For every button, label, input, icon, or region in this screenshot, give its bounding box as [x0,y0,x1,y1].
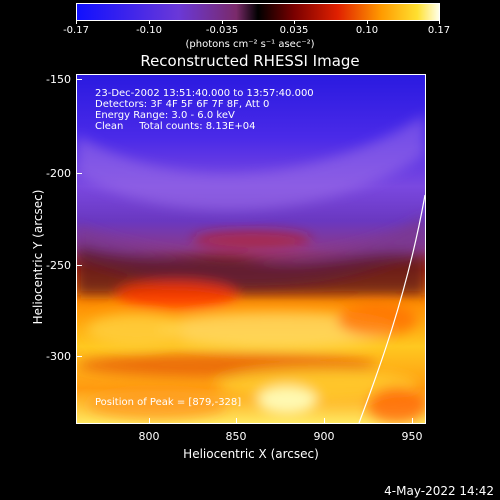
peak-position-label: Position of Peak = [879,-328] [95,397,242,408]
colorbar [76,3,440,21]
colorbar-gradient [77,4,439,20]
y-tick [76,265,82,266]
colorbar-tick-label: 0.17 [427,25,451,36]
x-tick-label: 900 [313,430,335,443]
y-tick-label: -150 [46,73,71,86]
rhessi-image: 23-Dec-2002 13:51:40.000 to 13:57:40.000… [76,74,426,424]
colorbar-tick [439,20,440,24]
y-tick-label: -300 [46,350,71,363]
y-tick [76,356,82,357]
colorbar-tick-label: -0.035 [205,25,239,36]
time-range-label: 23-Dec-2002 13:51:40.000 to 13:57:40.000 [95,88,314,99]
x-tick-label: 850 [225,430,247,443]
x-tick [412,418,413,424]
colorbar-tick-label: 0.035 [279,25,309,36]
x-tick [324,418,325,424]
image-title: Reconstructed RHESSI Image [140,52,360,70]
colorbar-tick-label: -0.10 [136,25,162,36]
colorbar-tick-label: -0.17 [63,25,89,36]
x-tick-label: 800 [138,430,160,443]
colorbar-tick [294,20,295,24]
x-tick [236,418,237,424]
y-tick [76,79,82,80]
y-axis-label: Heliocentric Y (arcsec) [31,189,45,325]
x-axis-label: Heliocentric X (arcsec) [183,447,319,461]
colorbar-units: (photons cm⁻² s⁻¹ asec⁻²) [185,39,315,50]
colorbar-tick [149,20,150,24]
y-tick [76,173,82,174]
rhessi-image-render [77,75,425,423]
x-tick [149,418,150,424]
timestamp: 4-May-2022 14:42 [384,484,494,498]
detectors-label: Detectors: 3F 4F 5F 6F 7F 8F, Att 0 [95,99,270,110]
colorbar-tick [222,20,223,24]
energy-range-label: Energy Range: 3.0 - 6.0 keV [95,110,235,121]
y-tick-label: -250 [46,259,71,272]
x-tick-label: 950 [401,430,423,443]
y-tick-label: -200 [46,167,71,180]
clean-counts-label: Clean Total counts: 8.13E+04 [95,121,256,132]
colorbar-tick [367,20,368,24]
colorbar-tick [76,20,77,24]
colorbar-tick-label: 0.10 [355,25,379,36]
